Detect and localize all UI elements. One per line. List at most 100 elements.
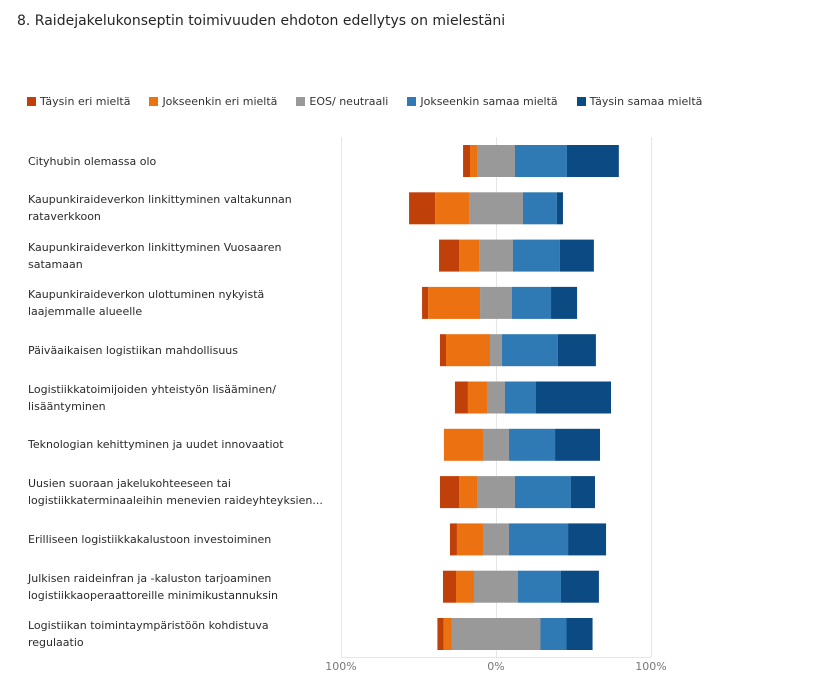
category-label-line: Kaupunkiraideverkon linkittyminen Vuosaa… (28, 240, 282, 254)
bar-segment[interactable] (551, 286, 578, 319)
bar-segment[interactable] (509, 523, 569, 556)
bar-segment[interactable] (509, 428, 556, 461)
category-label-line: logistiikkaterminaaleihin menevien raide… (28, 494, 323, 508)
bar-segment[interactable] (556, 192, 563, 225)
bar-segment[interactable] (482, 523, 510, 556)
bar-segment[interactable] (456, 523, 483, 556)
bar-segment[interactable] (477, 476, 515, 509)
bar-segment[interactable] (422, 286, 429, 319)
bar-row (463, 145, 619, 177)
bar-segment[interactable] (560, 570, 599, 603)
category-label: Logistiikan toimintaympäristöön kohdistu… (28, 617, 328, 651)
bar-row (449, 523, 607, 556)
bar-segment[interactable] (514, 476, 571, 509)
bar-segment[interactable] (501, 334, 558, 367)
category-label: Teknologian kehittyminen ja uudet innova… (28, 436, 328, 453)
bar-segment[interactable] (518, 570, 561, 603)
bar-segment[interactable] (479, 239, 513, 272)
x-tick-label: 100% (635, 660, 666, 673)
bar-segment[interactable] (463, 145, 471, 177)
bar-segment[interactable] (490, 334, 502, 367)
bar-segment[interactable] (459, 239, 480, 272)
bar-segment[interactable] (514, 145, 567, 177)
category-label: Päiväaikaisen logistiikan mahdollisuus (28, 342, 328, 359)
bar-segment[interactable] (570, 476, 595, 509)
category-label-line: Logistiikan toimintaympäristöön kohdistu… (28, 619, 269, 632)
bar-segment[interactable] (439, 239, 460, 272)
category-label-line: Päiväaikaisen logistiikan mahdollisuus (28, 343, 239, 357)
bar-row (409, 192, 563, 225)
bar-segment[interactable] (439, 334, 447, 367)
bar-segment[interactable] (487, 381, 505, 414)
legend-label: Jokseenkin samaa mieltä (420, 95, 558, 108)
bar-segment[interactable] (446, 334, 491, 367)
bar-segment[interactable] (566, 145, 619, 177)
chart-title: 8. Raidejakelukonseptin toimivuuden ehdo… (17, 13, 506, 29)
category-label-line: Erilliseen logistiikkakalustoon investoi… (28, 532, 272, 546)
legend-swatch (576, 97, 586, 106)
bar-segment[interactable] (437, 618, 444, 650)
category-label-line: logistiikkaoperaattoreille minimikustann… (28, 588, 278, 602)
category-label-line: regulaatio (28, 636, 84, 649)
category-label-line: satamaan (28, 257, 83, 271)
bar-segment[interactable] (482, 428, 510, 461)
category-label-line: rataverkkoon (28, 210, 101, 224)
bar-segment[interactable] (473, 570, 519, 603)
category-label: Julkisen raideinfran ja -kaluston tarjoa… (28, 570, 328, 604)
legend-item[interactable]: Jokseenkin eri mieltä (149, 95, 277, 108)
bar-segment[interactable] (443, 618, 452, 650)
bar-segment[interactable] (522, 192, 557, 225)
legend-swatch (149, 97, 159, 106)
bar-segment[interactable] (511, 286, 552, 319)
category-label-line: Teknologian kehittyminen ja uudet innova… (28, 438, 284, 452)
category-label: Erilliseen logistiikkakalustoon investoi… (28, 531, 328, 548)
category-label-line: lisääntyminen (28, 399, 106, 413)
chart-legend: Täysin eri mieltä Jokseenkin eri mieltä EO… (27, 95, 721, 108)
legend-item[interactable]: Jokseenkin samaa mieltä (407, 95, 558, 108)
bar-segment[interactable] (439, 476, 460, 509)
category-label: Kaupunkiraideverkon ulottuminen nykyistä… (28, 286, 328, 320)
bar-row (439, 334, 596, 367)
bar-segment[interactable] (557, 334, 596, 367)
bar-row (443, 428, 601, 461)
bar-segment[interactable] (480, 286, 512, 319)
x-tick-label: 0% (487, 660, 504, 673)
bar-segment[interactable] (470, 145, 478, 177)
category-label-line: Uusien suoraan jakelukohteeseen tai (28, 477, 231, 491)
bar-segment[interactable] (409, 192, 436, 225)
bar-segment[interactable] (459, 476, 478, 509)
bar-segment[interactable] (559, 239, 594, 272)
category-label: Logistiikkatoimijoiden yhteistyön lisääm… (28, 381, 328, 415)
bar-segment[interactable] (540, 618, 567, 650)
bar-segment[interactable] (442, 570, 457, 603)
bar-segment[interactable] (568, 523, 607, 556)
bar-segment[interactable] (449, 523, 457, 556)
category-label: Kaupunkiraideverkon linkittyminen valtak… (28, 191, 328, 225)
bar-segment[interactable] (555, 428, 601, 461)
legend-item[interactable]: EOS/ neutraali (296, 95, 388, 108)
bar-segment[interactable] (469, 192, 523, 225)
bar-segment[interactable] (504, 381, 536, 414)
bar-segment[interactable] (435, 192, 470, 225)
category-label: Uusien suoraan jakelukohteeseen tai logis… (28, 475, 328, 509)
category-label: Cityhubin olemassa olo (28, 153, 328, 170)
legend-item[interactable]: Täysin eri mieltä (27, 95, 130, 108)
category-label-line: Julkisen raideinfran ja -kaluston tarjoa… (28, 571, 272, 585)
bar-row (454, 381, 612, 414)
legend-label: EOS/ neutraali (309, 95, 389, 108)
bar-segment[interactable] (467, 381, 488, 414)
category-label-line: Cityhubin olemassa olo (28, 154, 157, 168)
bar-segment[interactable] (456, 570, 474, 603)
bar-segment[interactable] (428, 286, 481, 319)
legend-label: Täysin samaa mieltä (589, 95, 703, 108)
bar-segment[interactable] (477, 145, 515, 177)
bar-segment[interactable] (451, 618, 541, 650)
bar-segment[interactable] (566, 618, 593, 650)
bar-segment[interactable] (443, 428, 483, 461)
bar-segment[interactable] (535, 381, 612, 414)
legend-item[interactable]: Täysin samaa mieltä (576, 95, 703, 108)
bar-segment[interactable] (512, 239, 560, 272)
bar-segment[interactable] (454, 381, 468, 414)
bar-row (422, 286, 578, 319)
